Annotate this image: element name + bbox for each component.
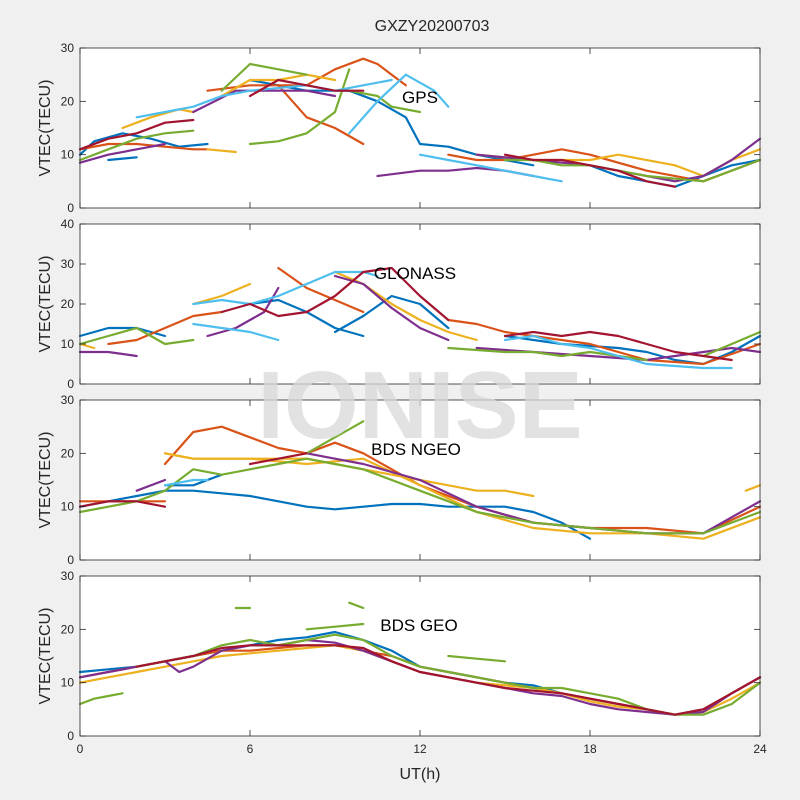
series-line-3	[248, 78, 535, 167]
y-tick-label: 20	[61, 297, 75, 311]
series-line-25	[78, 118, 195, 151]
y-axis-label: VTEC(TECU)	[37, 432, 54, 529]
y-axis-label: VTEC(TECU)	[37, 608, 54, 705]
y-tick-label: 10	[61, 500, 75, 514]
y-tick-label: 30	[61, 393, 75, 407]
series-line-13	[78, 142, 167, 164]
series-line-2	[163, 473, 223, 487]
series-line-18	[220, 62, 308, 92]
watermark: IONISE	[257, 352, 582, 459]
x-tick-label: 18	[583, 742, 597, 756]
panels: 0 10 20 30 VTEC(TECU) GPS 0 10 20 30 40 VTEC(TECU) G…	[37, 41, 767, 783]
series-line-5	[107, 310, 223, 346]
y-tick-label: 20	[61, 94, 75, 108]
series-line-5	[78, 692, 124, 706]
series-line-13	[78, 500, 167, 508]
series-line-19	[248, 68, 351, 146]
series-line-12	[206, 286, 280, 338]
y-tick-label: 0	[67, 201, 74, 215]
series-line-20	[503, 334, 733, 370]
series-line-15	[78, 326, 195, 346]
series-line-17	[78, 129, 195, 162]
panel-annotation: GLONASS	[374, 264, 456, 283]
series-line-9	[447, 654, 507, 663]
series-line-11	[305, 420, 365, 455]
series-line-8	[78, 342, 96, 350]
x-tick-label: 0	[77, 742, 84, 756]
y-tick-label: 0	[67, 553, 74, 567]
series-line-11	[206, 148, 237, 154]
series-line-5	[78, 142, 209, 151]
series-line-10	[348, 601, 365, 610]
series-line-1	[78, 326, 167, 338]
series-line-20	[348, 89, 422, 114]
y-axis-label: VTEC(TECU)	[37, 80, 54, 177]
series-line-22	[503, 330, 733, 362]
y-tick-label: 20	[61, 446, 75, 460]
y-tick-label: 30	[61, 257, 75, 271]
series-line-11	[135, 644, 762, 716]
series-line-12	[163, 478, 209, 487]
series-line-1	[78, 132, 209, 156]
series-line-8	[135, 478, 167, 492]
series-line-9	[121, 108, 195, 130]
series-line-2	[107, 156, 138, 162]
series-line-21	[220, 266, 450, 322]
series-line-11	[78, 350, 138, 358]
figure-title: GXZY20200703	[375, 18, 490, 35]
panel-annotation: GPS	[402, 88, 438, 107]
series-line-19	[192, 322, 280, 342]
series-line-27	[503, 153, 677, 188]
y-tick-label: 0	[67, 377, 74, 391]
y-axis-label: VTEC(TECU)	[37, 256, 54, 353]
y-tick-label: 10	[61, 337, 75, 351]
y-tick-label: 30	[61, 569, 75, 583]
panel-4: 0 10 20 30 0 6 12 18 24 UT(h) VTEC(TECU) BDS GEO	[37, 569, 767, 783]
y-tick-label: 20	[61, 622, 75, 636]
series-line-14	[248, 452, 308, 466]
series-line-14	[192, 89, 337, 114]
x-tick-label: 24	[753, 742, 767, 756]
y-tick-label: 30	[61, 41, 75, 55]
series-line-24	[418, 153, 563, 183]
series-line-23	[348, 73, 450, 135]
y-tick-label: 0	[67, 729, 74, 743]
series-line-10	[78, 457, 762, 535]
x-axis-label: UT(h)	[400, 766, 441, 783]
series-line-6	[277, 266, 365, 314]
series-line-3	[333, 294, 450, 334]
series-line-9	[192, 282, 252, 306]
series-line-7	[447, 318, 762, 366]
series-line-6	[206, 57, 407, 92]
panel-3: 0 10 20 30 VTEC(TECU) BDS NGEO	[37, 393, 762, 567]
series-line-8	[447, 148, 762, 183]
panel-annotation: BDS GEO	[380, 616, 457, 635]
series-line-7	[744, 484, 762, 492]
series-line-7	[305, 622, 365, 631]
panel-1: 0 10 20 30 VTEC(TECU) GPS	[37, 41, 762, 215]
series-line-17	[702, 330, 762, 358]
x-tick-label: 12	[413, 742, 427, 756]
series-line-18	[192, 270, 379, 306]
y-tick-label: 10	[61, 148, 75, 162]
series-line-4	[163, 425, 762, 535]
y-tick-label: 40	[61, 217, 75, 231]
y-tick-label: 10	[61, 676, 75, 690]
series-line-22	[135, 78, 393, 119]
series-line-26	[248, 78, 365, 98]
panel-annotation: BDS NGEO	[371, 440, 461, 459]
panel-2: 0 10 20 30 40 VTEC(TECU) GLONASS	[37, 217, 762, 391]
x-tick-label: 6	[247, 742, 254, 756]
